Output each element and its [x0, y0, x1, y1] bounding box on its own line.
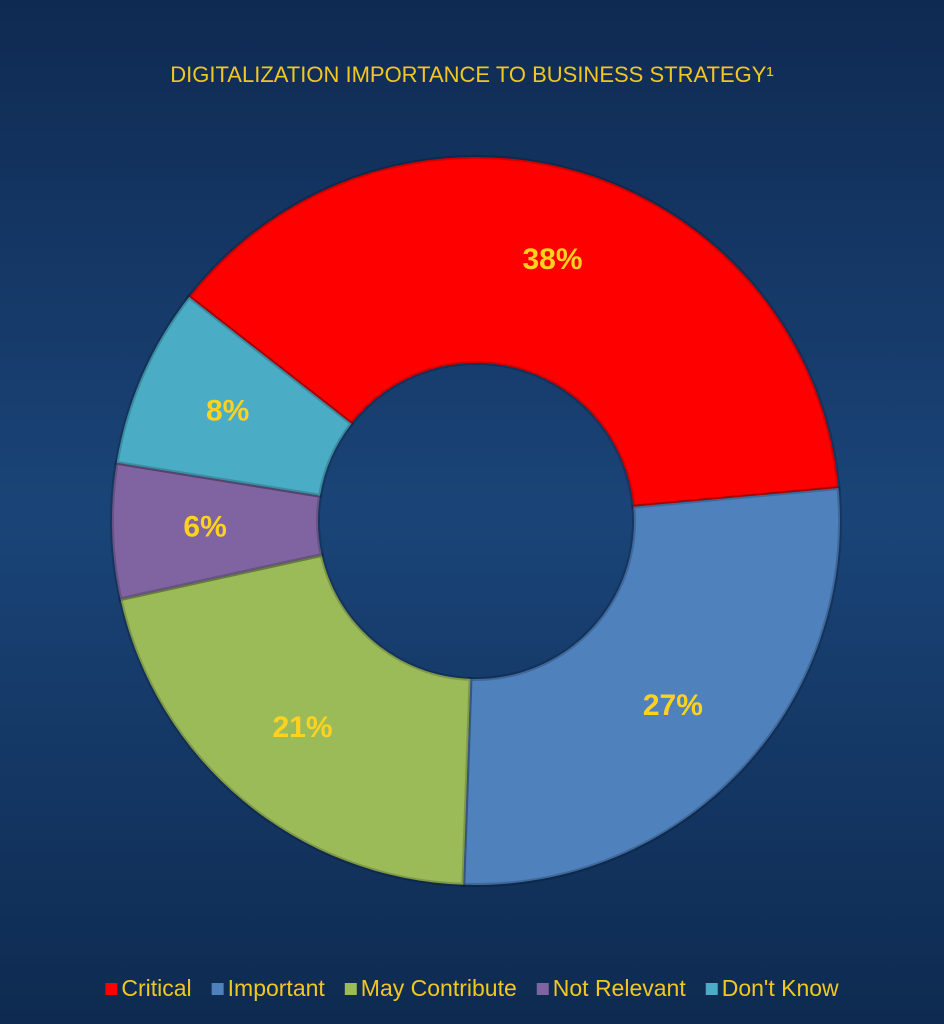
legend-swatch: [536, 983, 549, 995]
donut-segment: [110, 460, 325, 602]
data-label: 21%: [273, 711, 333, 744]
legend-swatch: [705, 983, 718, 995]
donut-segment: [118, 552, 473, 887]
donut-segment: [114, 294, 355, 499]
data-label: 38%: [522, 243, 582, 276]
donut-segment: [461, 485, 842, 887]
chart-title: DIGITALIZATION IMPORTANCE TO BUSINESS ST…: [170, 62, 773, 87]
legend-label: Critical: [121, 975, 191, 1001]
legend-label: Important: [228, 975, 326, 1001]
legend-swatch: [105, 983, 118, 995]
legend-swatch: [211, 983, 224, 995]
legend-swatch: [344, 983, 357, 995]
data-label: 6%: [183, 510, 226, 543]
donut-segment: [186, 155, 841, 509]
legend-label: Don't Know: [722, 975, 839, 1001]
data-label: 8%: [206, 394, 249, 427]
data-label: 27%: [643, 689, 703, 722]
legend-label: Not Relevant: [553, 975, 687, 1001]
legend-label: May Contribute: [361, 975, 517, 1001]
